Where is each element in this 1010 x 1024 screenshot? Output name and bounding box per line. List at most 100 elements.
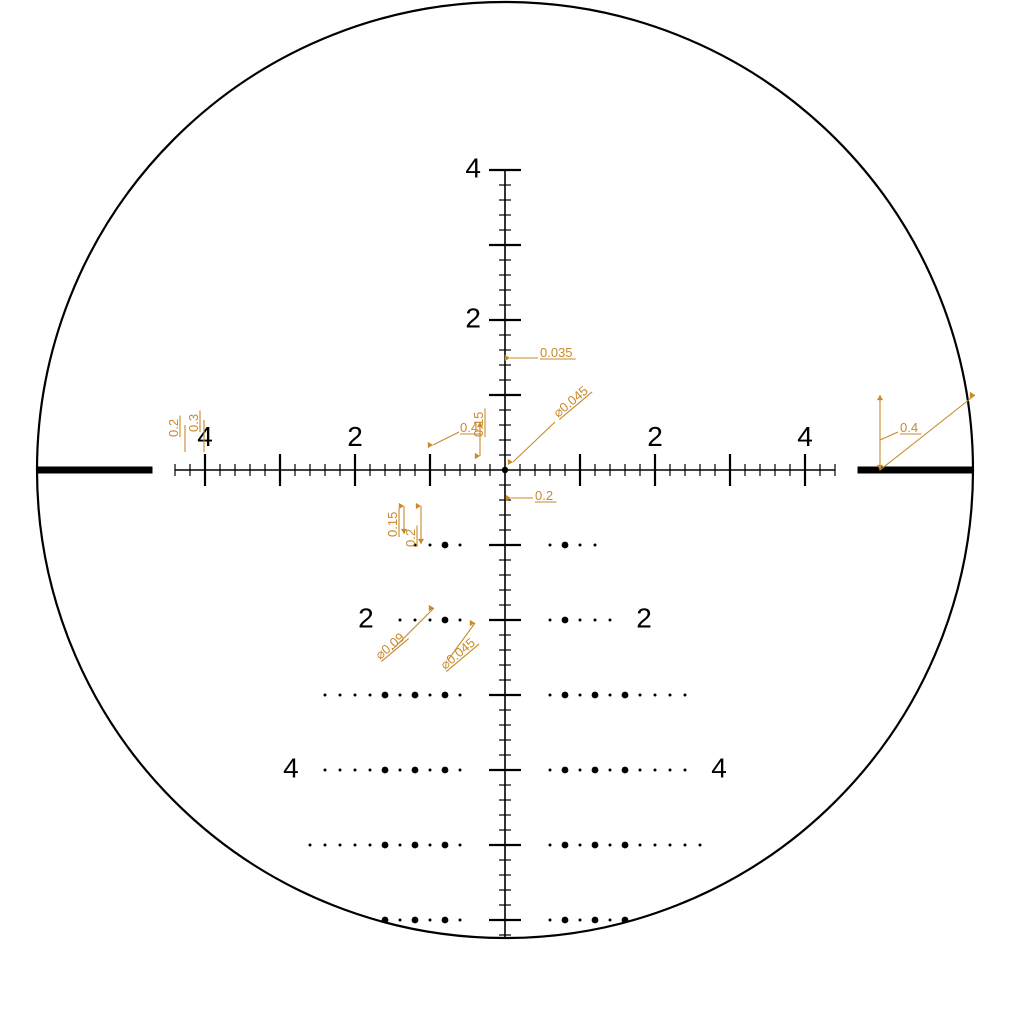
tree-dot-small xyxy=(399,994,402,997)
tree-dot-small xyxy=(324,694,327,697)
tree-dot-small xyxy=(549,619,552,622)
tree-dot-small xyxy=(354,994,357,997)
tree-dot-small xyxy=(459,694,462,697)
tree-dot-small xyxy=(324,919,327,922)
v-axis-label: 4 xyxy=(465,152,481,183)
tree-dot-large xyxy=(442,992,449,999)
tree-dot-large xyxy=(382,692,389,699)
tree-dot-small xyxy=(369,994,372,997)
dimension-layer: 0.0350.150.4⌀0.0450.20.150.2⌀0.09⌀0.0450… xyxy=(166,345,975,672)
tree-dot-large xyxy=(562,542,569,549)
tree-dot-small xyxy=(459,544,462,547)
h-axis-label: 2 xyxy=(647,421,663,452)
dimension-label: ⌀0.09 xyxy=(372,630,407,663)
tree-dot-small xyxy=(549,844,552,847)
tree-dot-large xyxy=(412,842,419,849)
dimension-label: 0.3 xyxy=(186,414,201,432)
h-axis-label: 4 xyxy=(797,421,813,452)
tree-dot-large xyxy=(412,767,419,774)
tree-dot-small xyxy=(549,694,552,697)
tree-dot-large xyxy=(592,992,599,999)
tree-dot-small xyxy=(459,919,462,922)
tree-dot-small xyxy=(354,694,357,697)
tree-dot-small xyxy=(579,919,582,922)
tree-dot-small xyxy=(654,769,657,772)
tree-dot-small xyxy=(669,994,672,997)
tree-dot-small xyxy=(609,619,612,622)
tree-dot-small xyxy=(459,619,462,622)
tree-dot-small xyxy=(429,994,432,997)
tree-dot-small xyxy=(309,994,312,997)
tree-dot-small xyxy=(369,769,372,772)
tree-dot-large xyxy=(562,917,569,924)
tree-dot-small xyxy=(369,694,372,697)
tree-dot-small xyxy=(669,919,672,922)
dimension-label: ⌀0.045 xyxy=(437,635,478,672)
tree-dot-large xyxy=(562,767,569,774)
dimension-label: 0.035 xyxy=(540,345,573,360)
tree-dot-small xyxy=(654,844,657,847)
tree-dot-small xyxy=(549,544,552,547)
tree-row-label: 2 xyxy=(358,602,374,633)
tree-dot-small xyxy=(654,694,657,697)
tree-dot-small xyxy=(639,694,642,697)
tree-dot-small xyxy=(594,544,597,547)
tree-dot-small xyxy=(669,694,672,697)
tree-dot-large xyxy=(562,617,569,624)
reticle-diagram: 4224242244660.0350.150.4⌀0.0450.20.150.2… xyxy=(0,0,1010,1024)
tree-dot-large xyxy=(562,692,569,699)
tree-dot-small xyxy=(399,769,402,772)
tree-dot-large xyxy=(622,992,629,999)
dimension-label: 0.15 xyxy=(385,512,400,537)
tree-dot-large xyxy=(442,917,449,924)
tree-dot-small xyxy=(699,844,702,847)
tree-dot-small xyxy=(684,769,687,772)
tree-dot-small xyxy=(309,844,312,847)
tree-dot-small xyxy=(324,769,327,772)
tree-dot-small xyxy=(579,769,582,772)
h-axis-label: 2 xyxy=(347,421,363,452)
tree-dot-small xyxy=(549,919,552,922)
tree-dot-large xyxy=(412,692,419,699)
tree-dot-large xyxy=(442,692,449,699)
tree-dot-small xyxy=(324,844,327,847)
tree-dot-small xyxy=(459,844,462,847)
dimension-label: ⌀0.045 xyxy=(550,383,591,420)
tree-dot-small xyxy=(669,844,672,847)
tree-dot-small xyxy=(459,994,462,997)
tree-row-label: 6 xyxy=(268,902,284,933)
dimension-label: 0.4 xyxy=(460,420,478,435)
tree-dot-small xyxy=(639,769,642,772)
tree-dot-large xyxy=(592,842,599,849)
tree-dot-small xyxy=(549,994,552,997)
tree-dot-small xyxy=(429,844,432,847)
tree-dot-small xyxy=(639,994,642,997)
v-axis-label: 2 xyxy=(465,302,481,333)
tree-dot-small xyxy=(684,994,687,997)
tree-dot-small xyxy=(459,769,462,772)
tree-dot-large xyxy=(622,692,629,699)
tree-dot-small xyxy=(399,844,402,847)
tree-dot-large xyxy=(412,917,419,924)
tree-dot-small xyxy=(684,844,687,847)
dimension-label: 0.2 xyxy=(166,419,181,437)
tree-dot-small xyxy=(324,994,327,997)
tree-dot-large xyxy=(622,842,629,849)
tree-dot-small xyxy=(609,769,612,772)
tree-dot-small xyxy=(339,694,342,697)
tree-dot-small xyxy=(354,769,357,772)
tree-dot-large xyxy=(622,767,629,774)
tree-dot-small xyxy=(609,694,612,697)
dimension-label: 0.4 xyxy=(900,420,918,435)
tree-dot-small xyxy=(699,919,702,922)
tree-dot-small xyxy=(549,769,552,772)
tree-dot-large xyxy=(592,917,599,924)
tree-row-label: 4 xyxy=(711,752,727,783)
tree-dot-large xyxy=(382,767,389,774)
tree-dot-small xyxy=(429,769,432,772)
dimension-label: 0.2 xyxy=(403,529,418,547)
tree-dot-small xyxy=(339,994,342,997)
dimension-label: 0.2 xyxy=(535,488,553,503)
tree-dot-small xyxy=(684,694,687,697)
tree-dot-small xyxy=(369,844,372,847)
